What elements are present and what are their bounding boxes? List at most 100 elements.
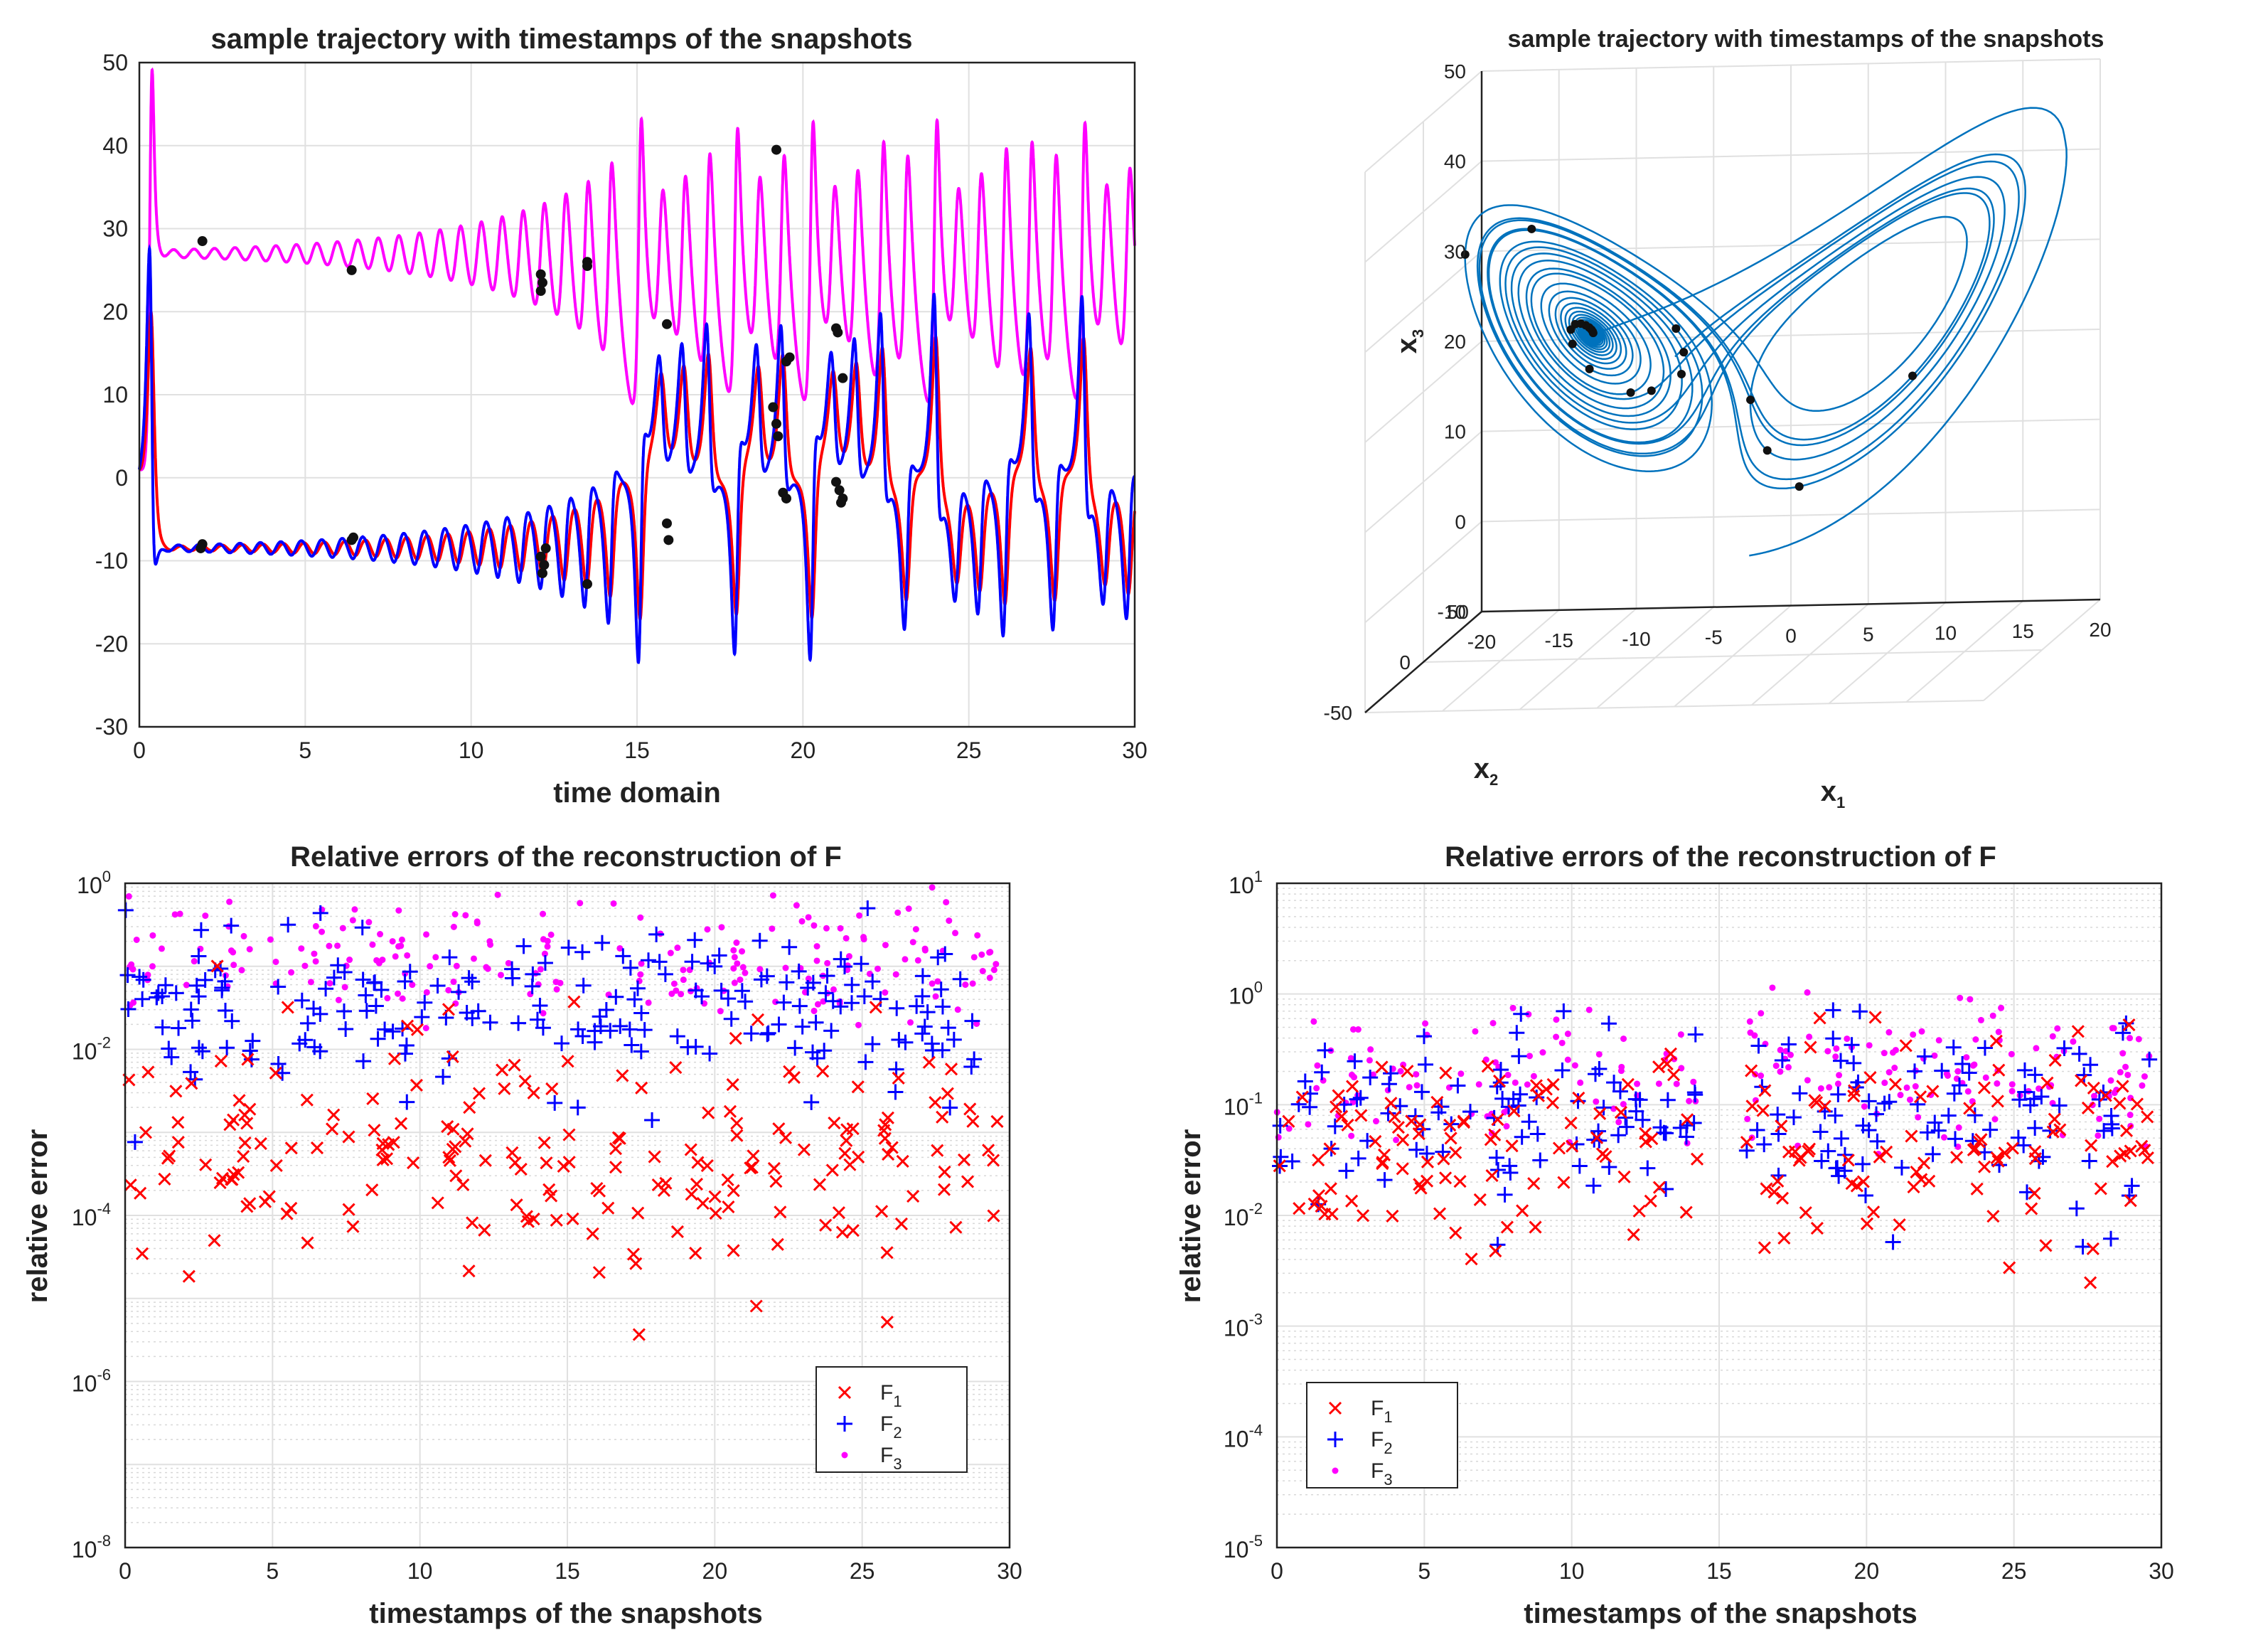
F1-marker: [626, 1247, 641, 1261]
lorenz-ytick-label: 50: [1447, 601, 1469, 623]
F2-marker: [464, 974, 481, 990]
F2-marker: [2027, 1120, 2043, 1136]
F1-marker: [394, 1117, 408, 1130]
F3-marker: [756, 966, 764, 973]
F1-marker: [896, 1154, 909, 1168]
F3-marker: [2091, 1092, 2098, 1099]
F2-marker: [1489, 1078, 1505, 1095]
lorenz-xtick-label: -15: [1545, 629, 1573, 651]
F3-marker: [540, 1010, 547, 1017]
F1-marker: [1566, 1139, 1579, 1153]
time-series-xtick-label: 5: [299, 737, 311, 763]
F3-marker: [267, 936, 274, 943]
snapshot-point: [582, 261, 592, 272]
lorenz-ztick-label: 10: [1444, 421, 1466, 443]
F1-marker: [961, 1175, 975, 1188]
F1-marker: [1809, 1096, 1824, 1109]
F2-marker: [1770, 1107, 1786, 1123]
p4-ytick-label: 10-4: [1224, 1421, 1263, 1452]
F2-marker: [191, 989, 207, 1005]
F3-marker: [577, 900, 584, 907]
F1-marker: [931, 1144, 944, 1157]
F3-marker: [905, 905, 912, 912]
F1-marker: [327, 1108, 341, 1122]
F2-marker: [1417, 1056, 1433, 1072]
F1-marker: [254, 1137, 267, 1151]
F1-marker: [1315, 1200, 1328, 1213]
F3-marker: [1397, 1067, 1404, 1075]
F1-marker: [567, 995, 581, 1008]
F2-marker: [1430, 1104, 1447, 1121]
F1-marker: [368, 1124, 381, 1137]
F2-marker: [608, 989, 624, 1005]
F2-marker: [1831, 1168, 1847, 1184]
lorenz-3d-panel: sample trajectory with timestamps of the…: [1324, 26, 2112, 811]
F3-marker: [319, 928, 326, 935]
F3-marker: [1526, 1053, 1534, 1060]
F2-marker: [524, 978, 540, 994]
F2-marker: [776, 994, 792, 1011]
F2-marker: [219, 1040, 235, 1056]
F3-marker: [1998, 1004, 2005, 1011]
F3-marker: [813, 943, 820, 950]
errors-left-xlabel: timestamps of the snapshots: [369, 1598, 762, 1629]
F2-marker: [1297, 1073, 1313, 1090]
F2-marker: [707, 958, 723, 974]
F2-marker: [482, 1014, 498, 1030]
F3-marker: [1994, 1080, 2001, 1087]
F2-marker: [191, 948, 207, 964]
F2-marker: [529, 1011, 545, 1028]
F3-marker: [487, 941, 494, 948]
F2-marker: [720, 991, 737, 1007]
snapshot-point: [834, 485, 845, 496]
F1-marker: [1745, 1064, 1758, 1077]
F2-marker: [759, 1026, 776, 1043]
lorenz-x1-label: x1: [1821, 776, 1846, 811]
F2-marker: [370, 1030, 386, 1047]
F2-marker: [1686, 1085, 1703, 1101]
F1-marker: [1489, 1245, 1502, 1258]
F3-marker: [301, 962, 309, 969]
F2-marker: [223, 917, 240, 934]
F2-marker: [946, 1031, 962, 1048]
F2-marker: [1934, 1063, 1950, 1079]
time-series-xtick-label: 20: [791, 737, 816, 763]
F1-marker: [1346, 1080, 1359, 1093]
F3-marker: [1366, 1057, 1373, 1064]
F3-marker: [973, 1020, 980, 1027]
F2-marker: [217, 973, 233, 989]
snapshot-point: [836, 497, 846, 508]
F1-marker: [1893, 1218, 1906, 1232]
F1-marker: [281, 1001, 294, 1014]
F3-marker: [1995, 1028, 2002, 1035]
F1-marker: [819, 1218, 833, 1232]
F2-marker: [942, 1099, 958, 1116]
F2-marker: [1383, 1065, 1398, 1082]
F2-marker: [853, 956, 870, 972]
F2-marker: [1812, 1124, 1829, 1140]
F1-marker: [171, 1116, 185, 1129]
F3-marker: [1782, 1048, 1790, 1055]
F3-marker: [1564, 1030, 1571, 1038]
F3-marker: [845, 953, 852, 960]
F1-marker: [208, 1234, 221, 1247]
F1-marker: [1273, 1159, 1286, 1173]
F3-marker: [445, 986, 452, 994]
F3-marker: [1677, 1031, 1684, 1038]
F3-marker: [704, 926, 711, 933]
F2-marker: [1738, 1142, 1755, 1159]
F3-marker: [183, 981, 190, 989]
lorenz-snapshot-point: [1626, 388, 1635, 398]
F3-marker: [541, 950, 548, 957]
F1-marker: [1507, 1104, 1521, 1118]
F3-marker: [946, 917, 953, 925]
F2-marker: [515, 938, 532, 954]
F3-marker: [404, 952, 411, 959]
F3-marker: [2089, 1102, 2096, 1109]
F1-marker: [2141, 1151, 2154, 1165]
errors-left-panel: Relative errors of the reconstruction of…: [22, 841, 1022, 1629]
F1-marker: [141, 1065, 155, 1079]
F2-marker: [2104, 1116, 2120, 1132]
F3-marker: [1832, 1053, 1839, 1060]
F1-marker: [1386, 1209, 1399, 1223]
